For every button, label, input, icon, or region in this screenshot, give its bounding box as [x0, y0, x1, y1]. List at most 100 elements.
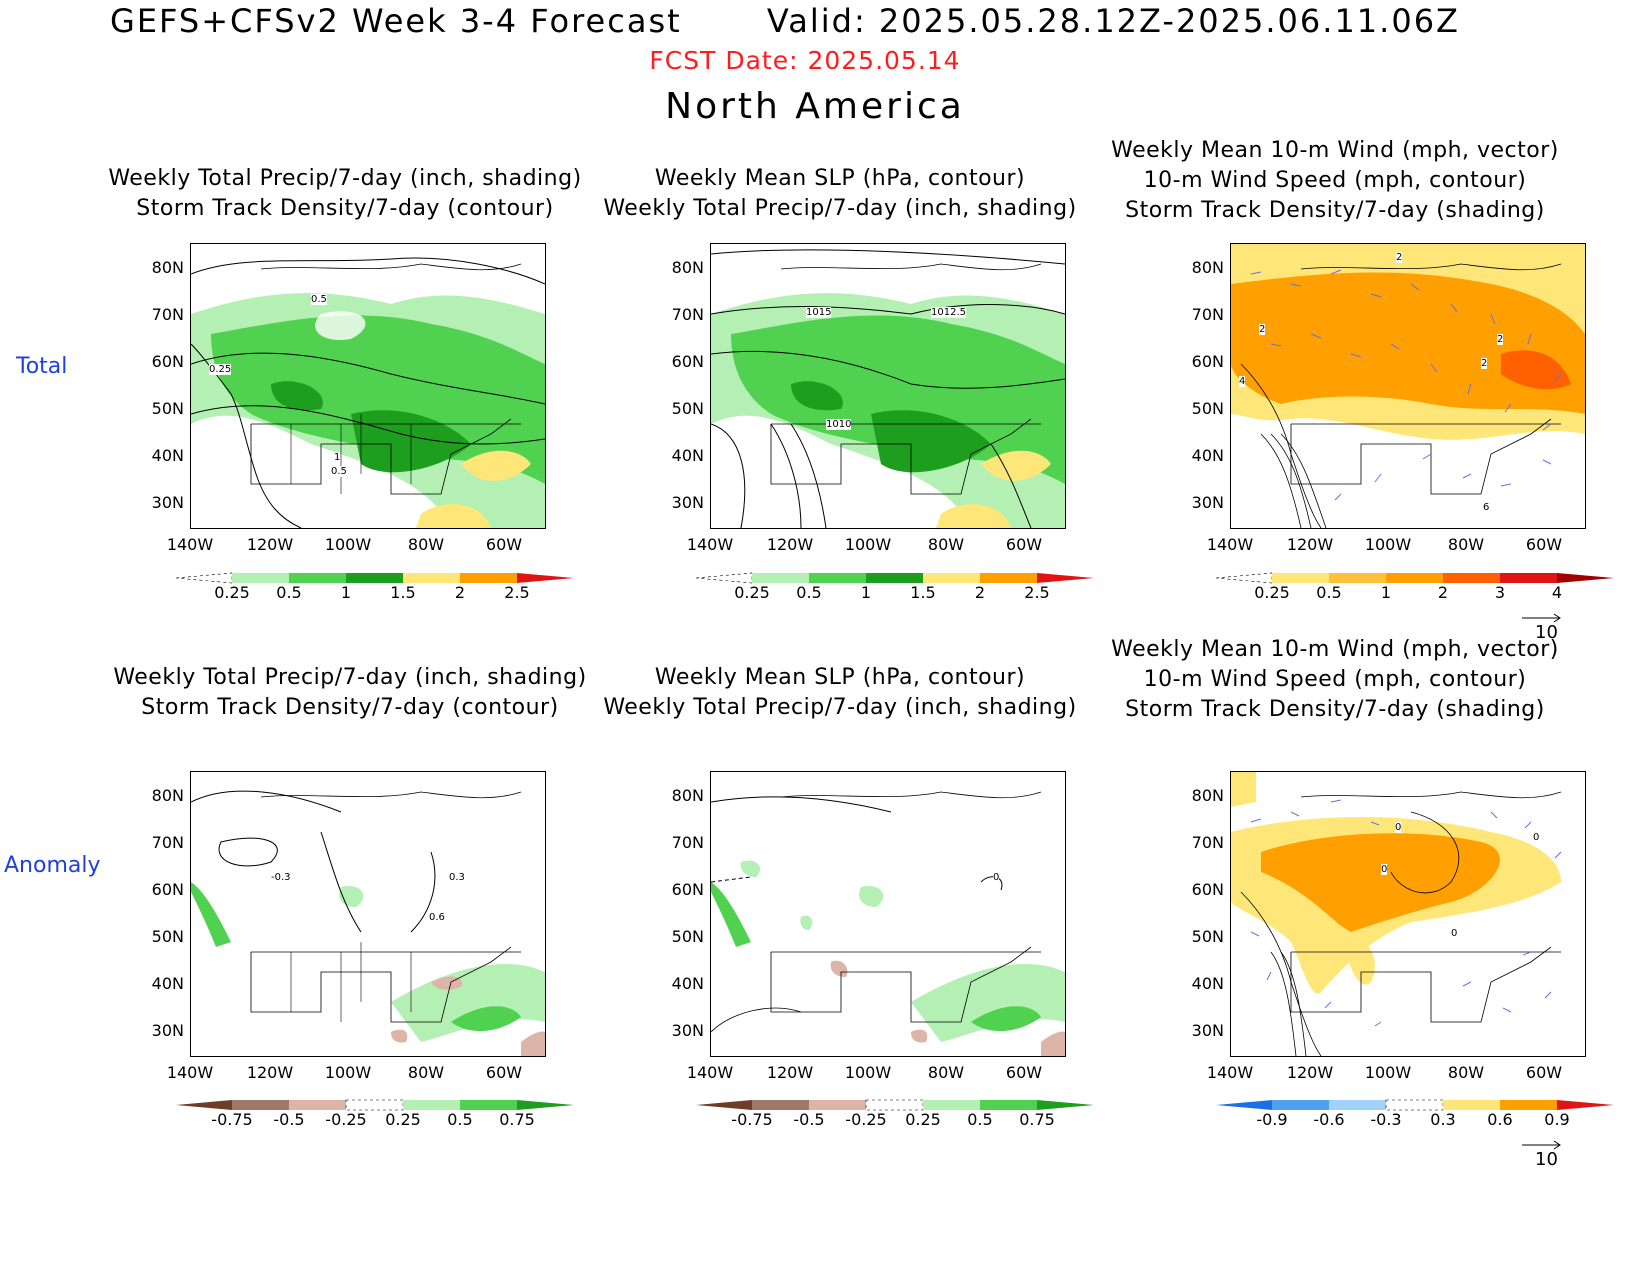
colorbar-tick-label: -0.5 [793, 1110, 825, 1129]
longitude-tick-label: 100W [844, 535, 892, 554]
map-slp-total-plot [711, 249, 1065, 528]
vector-reference-label: 10 [1535, 1149, 1558, 1170]
row-label-total: Total [16, 354, 68, 379]
latitude-tick-label: 80N [1191, 258, 1224, 277]
colorbar-tick-label: 0.75 [1019, 1110, 1055, 1129]
latitude-tick-label: 60N [671, 352, 704, 371]
contour-label: 0.5 [331, 466, 347, 477]
contour-label: 0 [1533, 832, 1540, 843]
colorbar-tick-label: 0.25 [214, 583, 250, 602]
colorbar-segment [980, 1100, 1037, 1110]
latitude-tick-label: 60N [151, 880, 184, 899]
panel-title-precip-total: Weekly Total Precip/7-day (inch, shading… [95, 164, 595, 224]
colorbar-segment [289, 1100, 346, 1110]
longitude-tick-label: 140W [686, 1063, 734, 1082]
colorbar-tick-label: 1 [1380, 583, 1392, 602]
contour-label: 1010 [826, 419, 852, 430]
colorbar-segment [175, 572, 233, 584]
colorbar-tick-label: 0.5 [796, 583, 822, 602]
latitude-tick-label: 70N [1191, 305, 1224, 324]
latitude-tick-label: 70N [151, 833, 184, 852]
panel-title-line1: Weekly Mean 10-m Wind (mph, vector) [1111, 138, 1559, 163]
colorbar-tick-label: 0.6 [1487, 1110, 1513, 1129]
colorbar-segment [1386, 573, 1443, 583]
contour-label: 1012.5 [931, 307, 966, 318]
longitude-tick-label: 140W [166, 535, 214, 554]
latitude-tick-label: 50N [151, 399, 184, 418]
colorbar-segment [460, 1100, 517, 1110]
colorbar-segment [809, 573, 866, 583]
map-wind-anomaly-plot [1231, 772, 1585, 1056]
colorbar-segment [696, 1100, 752, 1110]
colorbar-segment [923, 573, 980, 583]
colorbar-segment [403, 573, 460, 583]
latitude-tick-label: 50N [671, 399, 704, 418]
colorbar-segment [1329, 573, 1386, 583]
colorbar-tick-label: 0.75 [499, 1110, 535, 1129]
colorbar-precip-anomaly [176, 1099, 574, 1111]
colorbar-tick-label: 1.5 [910, 583, 936, 602]
longitude-tick-label: 140W [166, 1063, 214, 1082]
colorbar-tick-label: -0.75 [731, 1110, 773, 1129]
latitude-tick-label: 80N [671, 258, 704, 277]
map-precip-anomaly-plot [191, 790, 545, 1056]
colorbar-tick-label: 0.9 [1544, 1110, 1570, 1129]
latitude-tick-label: 80N [671, 786, 704, 805]
panel-title-line2: 10-m Wind Speed (mph, contour) [1143, 168, 1527, 193]
latitude-tick-label: 40N [1191, 446, 1224, 465]
latitude-tick-label: 50N [151, 927, 184, 946]
panel-title-line2: Weekly Total Precip/7-day (inch, shading… [603, 695, 1077, 720]
map-wind-total[interactable]: 2 2 2 2 4 6 [1230, 243, 1586, 529]
colorbar-precip-anomaly [696, 1099, 1094, 1111]
colorbar-segment [980, 573, 1037, 583]
map-precip-anomaly[interactable]: -0.3 0.3 0.6 [190, 771, 546, 1057]
colorbar-tick-label: 3 [1494, 583, 1506, 602]
colorbar-tick-label: 0.25 [905, 1110, 941, 1129]
forecast-date: FCST Date: 2025.05.14 [649, 46, 961, 75]
contour-label: 0.5 [311, 294, 327, 305]
panel-title-slp-anomaly: Weekly Mean SLP (hPa, contour) Weekly To… [590, 663, 1090, 723]
latitude-tick-label: 30N [671, 1021, 704, 1040]
vector-reference-arrow [1522, 613, 1561, 623]
colorbar-tick-label: -0.9 [1256, 1110, 1288, 1129]
colorbar-precip-total [175, 572, 574, 584]
contour-label: 2 [1497, 334, 1504, 345]
colorbar-segment [176, 1100, 232, 1110]
longitude-tick-label: 120W [766, 535, 814, 554]
colorbar-tick-label: 2 [1437, 583, 1449, 602]
latitude-tick-label: 60N [671, 880, 704, 899]
contour-label: 0 [1451, 928, 1458, 939]
colorbar-tick-label: 0.25 [734, 583, 770, 602]
latitude-tick-label: 40N [671, 446, 704, 465]
latitude-tick-label: 60N [1191, 880, 1224, 899]
latitude-tick-label: 70N [151, 305, 184, 324]
colorbar-segment [232, 1100, 289, 1110]
map-wind-anomaly[interactable]: 0 0 0 0 [1230, 771, 1586, 1057]
colorbar-tick-label: 2 [974, 583, 986, 602]
colorbar-segment [345, 1099, 404, 1111]
contour-label: 2 [1481, 358, 1488, 369]
longitude-tick-label: 80W [1447, 1063, 1485, 1082]
colorbar-segment [346, 573, 403, 583]
map-slp-anomaly-plot [711, 791, 1065, 1056]
colorbar-tick-label: -0.25 [845, 1110, 887, 1129]
map-slp-anomaly[interactable]: 0 [710, 771, 1066, 1057]
colorbar-segment [517, 1100, 574, 1110]
contour-label: 0.6 [429, 912, 445, 923]
longitude-tick-label: 60W [1005, 535, 1043, 554]
colorbar-tick-label: 1 [860, 583, 872, 602]
map-precip-total[interactable]: 0.5 0.25 1 0.5 [190, 243, 546, 529]
panel-title-line2: 10-m Wind Speed (mph, contour) [1143, 667, 1527, 692]
colorbar-tick-label: 2 [454, 583, 466, 602]
latitude-tick-label: 30N [151, 493, 184, 512]
vector-reference-arrow [1522, 1140, 1561, 1150]
longitude-tick-label: 100W [844, 1063, 892, 1082]
longitude-tick-label: 100W [1364, 1063, 1412, 1082]
map-slp-total[interactable]: 1015 1012.5 1010 [710, 243, 1066, 529]
longitude-tick-label: 60W [485, 535, 523, 554]
panel-title-precip-anomaly: Weekly Total Precip/7-day (inch, shading… [100, 663, 600, 723]
colorbar-segment [1500, 573, 1557, 583]
panel-title-line2: Storm Track Density/7-day (contour) [141, 695, 559, 720]
longitude-tick-label: 100W [324, 1063, 372, 1082]
latitude-tick-label: 40N [1191, 974, 1224, 993]
